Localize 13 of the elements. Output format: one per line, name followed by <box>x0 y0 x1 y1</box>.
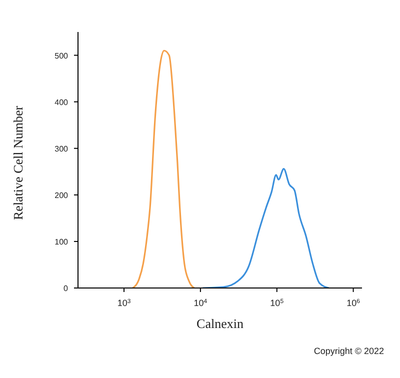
y-axis-title: Relative Cell Number <box>10 105 26 220</box>
x-tick-label: 10$^{5}$ <box>270 298 284 308</box>
y-tick-label: 400 <box>54 98 69 107</box>
x-tick-label: 10$^{3}$ <box>117 298 132 308</box>
x-tick-label: 10$^{4}$ <box>194 298 208 308</box>
y-tick-label: 300 <box>54 144 69 154</box>
x-tick-label: 10$^{6}$ <box>346 298 361 308</box>
x-axis-title: Calnexin <box>196 316 244 331</box>
y-tick-label: 0 <box>64 284 69 293</box>
y-tick-label: 200 <box>54 190 69 200</box>
y-tick-label: 500 <box>54 51 69 60</box>
text: Copyright © 2022 <box>314 346 384 356</box>
y-tick-label: 100 <box>54 237 69 246</box>
